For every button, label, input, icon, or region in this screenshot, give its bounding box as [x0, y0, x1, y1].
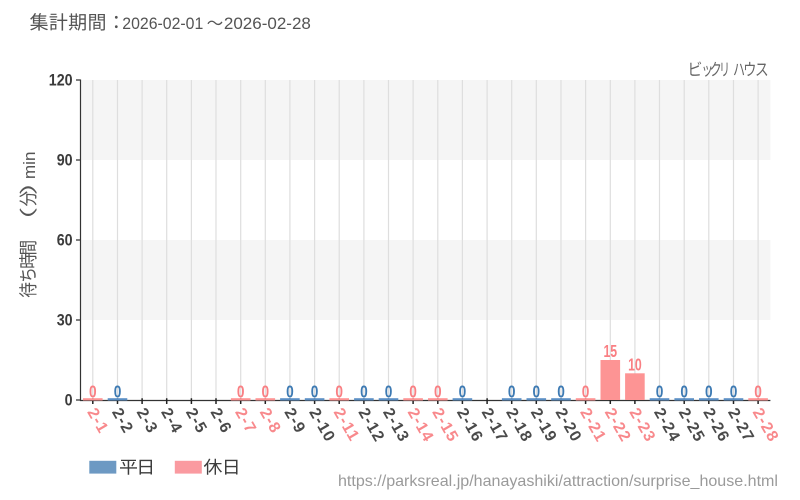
svg-text:0: 0	[89, 383, 97, 402]
svg-text:0: 0	[114, 383, 122, 402]
svg-text:0: 0	[557, 383, 565, 402]
svg-text:0: 0	[705, 383, 713, 402]
svg-text:0: 0	[360, 383, 368, 402]
svg-text:15: 15	[603, 342, 617, 361]
svg-text:0: 0	[311, 383, 319, 402]
svg-text:0: 0	[508, 383, 516, 402]
svg-text:90: 90	[57, 152, 73, 170]
svg-text:60: 60	[57, 232, 73, 250]
svg-text:30: 30	[57, 312, 73, 330]
svg-text:2026-02-28: 2026-02-28	[224, 14, 311, 33]
svg-text:min: min	[20, 152, 39, 179]
svg-text:0: 0	[532, 383, 540, 402]
svg-text:0: 0	[409, 383, 417, 402]
svg-text:10: 10	[628, 356, 642, 375]
svg-text:https://parksreal.jp/hanayashi: https://parksreal.jp/hanayashiki/attract…	[338, 473, 778, 490]
svg-text:2026-02-01: 2026-02-01	[122, 14, 203, 33]
svg-text:0: 0	[680, 383, 688, 402]
svg-text:0: 0	[65, 392, 73, 410]
svg-text:0: 0	[237, 383, 245, 402]
svg-text:0: 0	[730, 383, 738, 402]
svg-text:0: 0	[261, 383, 269, 402]
svg-text:0: 0	[434, 383, 442, 402]
svg-text:0: 0	[754, 383, 762, 402]
svg-text:0: 0	[335, 383, 343, 402]
svg-text:0: 0	[286, 383, 294, 402]
svg-text:0: 0	[582, 383, 590, 402]
svg-text:0: 0	[459, 383, 467, 402]
svg-text:0: 0	[385, 383, 393, 402]
svg-text:120: 120	[49, 72, 73, 90]
svg-text:0: 0	[656, 383, 664, 402]
